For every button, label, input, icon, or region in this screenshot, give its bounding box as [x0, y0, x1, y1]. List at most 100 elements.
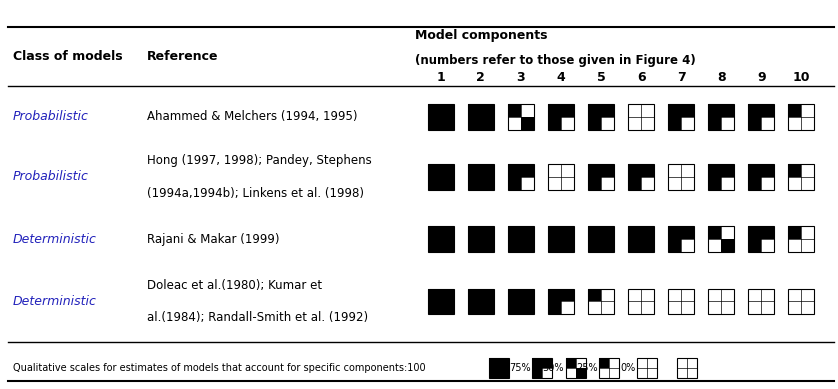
Bar: [428, 301, 441, 314]
Bar: [561, 289, 574, 301]
Bar: [789, 104, 801, 117]
Bar: [588, 226, 613, 252]
Bar: [601, 104, 613, 117]
Bar: [628, 104, 654, 130]
Bar: [576, 368, 586, 378]
Text: Qualitative scales for estimates of models that account for specific components:: Qualitative scales for estimates of mode…: [13, 363, 425, 373]
Bar: [548, 117, 561, 130]
Bar: [561, 104, 574, 117]
Bar: [628, 289, 654, 314]
Bar: [489, 357, 499, 368]
Bar: [748, 104, 761, 117]
Bar: [669, 117, 681, 130]
Bar: [468, 289, 494, 314]
Bar: [428, 104, 453, 130]
Bar: [789, 226, 814, 252]
Bar: [508, 239, 521, 252]
Bar: [548, 104, 574, 130]
Text: Probabilistic: Probabilistic: [13, 170, 89, 184]
Bar: [428, 289, 441, 301]
Bar: [428, 226, 453, 252]
Bar: [681, 104, 694, 117]
Bar: [748, 164, 761, 177]
Bar: [468, 117, 481, 130]
Bar: [789, 104, 814, 130]
Bar: [628, 164, 641, 177]
Bar: [708, 117, 722, 130]
Bar: [669, 104, 694, 130]
Bar: [548, 104, 561, 117]
Bar: [481, 301, 494, 314]
Bar: [561, 226, 574, 239]
Bar: [637, 357, 657, 378]
Bar: [601, 239, 613, 252]
Bar: [508, 289, 521, 301]
Bar: [468, 226, 494, 252]
Bar: [588, 177, 601, 190]
Bar: [599, 357, 619, 378]
Bar: [508, 164, 521, 177]
Text: Reference: Reference: [147, 50, 218, 63]
Bar: [628, 164, 654, 190]
Bar: [641, 226, 654, 239]
Bar: [601, 164, 613, 177]
Bar: [548, 239, 561, 252]
Bar: [428, 239, 441, 252]
Bar: [641, 164, 654, 177]
Bar: [708, 164, 734, 190]
Bar: [588, 117, 601, 130]
Bar: [748, 226, 761, 239]
Bar: [441, 289, 453, 301]
Bar: [468, 104, 494, 130]
Bar: [508, 226, 534, 252]
Text: (numbers refer to those given in Figure 4): (numbers refer to those given in Figure …: [415, 54, 696, 67]
Bar: [468, 239, 481, 252]
Bar: [508, 289, 534, 314]
Bar: [508, 226, 521, 239]
Bar: [588, 239, 601, 252]
Bar: [628, 239, 641, 252]
Bar: [489, 357, 509, 378]
Bar: [532, 357, 552, 378]
Bar: [566, 357, 586, 378]
Bar: [441, 117, 453, 130]
Bar: [588, 289, 601, 301]
Text: 75%: 75%: [509, 363, 530, 373]
Bar: [548, 289, 574, 314]
Bar: [508, 104, 534, 130]
Bar: [708, 226, 734, 252]
Bar: [542, 357, 552, 368]
Bar: [641, 239, 654, 252]
Text: Probabilistic: Probabilistic: [13, 110, 89, 123]
Text: 7: 7: [677, 71, 685, 84]
Bar: [748, 226, 774, 252]
Bar: [722, 104, 734, 117]
Bar: [468, 177, 481, 190]
Bar: [628, 226, 641, 239]
Bar: [669, 289, 694, 314]
Text: 8: 8: [716, 71, 726, 84]
Text: 6: 6: [637, 71, 645, 84]
Text: 3: 3: [516, 71, 525, 84]
Bar: [761, 226, 774, 239]
Text: Deterministic: Deterministic: [13, 295, 96, 308]
Text: 9: 9: [757, 71, 766, 84]
Text: Deterministic: Deterministic: [13, 233, 96, 246]
Bar: [499, 357, 509, 368]
Bar: [669, 104, 681, 117]
Bar: [468, 164, 481, 177]
Bar: [588, 289, 613, 314]
Bar: [481, 117, 494, 130]
Bar: [508, 177, 521, 190]
Bar: [521, 226, 534, 239]
Bar: [532, 368, 542, 378]
Bar: [748, 239, 761, 252]
Bar: [428, 104, 441, 117]
Text: 4: 4: [556, 71, 566, 84]
Bar: [441, 164, 453, 177]
Bar: [789, 289, 814, 314]
Bar: [588, 226, 601, 239]
Bar: [489, 368, 499, 378]
Bar: [441, 104, 453, 117]
Bar: [722, 239, 734, 252]
